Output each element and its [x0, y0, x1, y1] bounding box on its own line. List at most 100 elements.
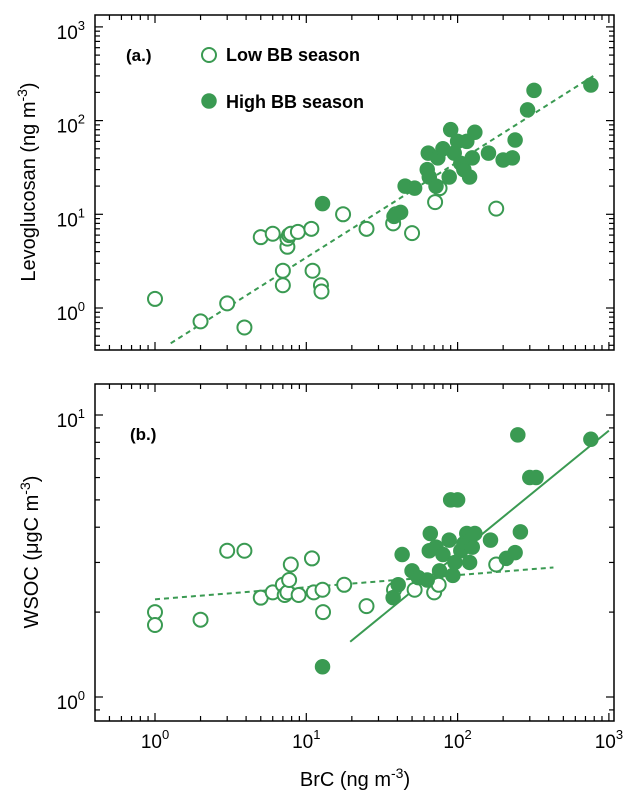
point-low-bb — [358, 598, 375, 615]
y-tick-label: 102 — [57, 112, 85, 138]
panel-a-points — [147, 77, 599, 336]
panel-a-label: (a.) — [126, 46, 152, 65]
panel-b-label: (b.) — [130, 425, 156, 444]
point-high-bb — [428, 178, 444, 194]
point-low-bb — [313, 283, 330, 300]
x-axis-tick-labels: 100 101 102 103 — [141, 727, 623, 753]
point-low-bb — [274, 277, 291, 294]
point-high-bb — [314, 195, 331, 212]
panel-b-frame — [94, 383, 615, 722]
point-high-bb — [519, 102, 536, 118]
y-tick-label: 101 — [57, 205, 85, 231]
fit-line-dashed — [154, 566, 554, 601]
x-axis-label: BrC (ng m-3) — [300, 765, 410, 791]
legend-marker-high-bb — [201, 93, 217, 109]
point-high-bb — [394, 546, 410, 563]
legend-marker-low-bb — [201, 47, 217, 63]
x-tick-label: 100 — [141, 727, 169, 753]
point-high-bb — [442, 121, 459, 138]
point-high-bb — [510, 427, 526, 443]
point-high-bb — [583, 77, 599, 93]
point-low-bb — [488, 200, 505, 217]
point-high-bb — [482, 532, 499, 548]
point-low-bb — [236, 319, 253, 336]
panel-a-ticks: 100 101 102 103 — [57, 15, 614, 350]
point-high-bb — [419, 572, 435, 588]
x-tick-label: 102 — [443, 727, 471, 753]
point-low-bb — [290, 586, 307, 603]
point-low-bb — [192, 313, 209, 330]
panel-b: 100 101 (b.) WSOC (μgC m-3) — [17, 383, 615, 722]
point-high-bb — [314, 659, 331, 675]
point-high-bb — [583, 431, 599, 448]
y-tick-label: 103 — [57, 18, 85, 44]
point-low-bb — [192, 611, 209, 628]
point-low-bb — [303, 550, 320, 567]
point-low-bb — [314, 581, 331, 598]
point-low-bb — [335, 206, 352, 223]
panel-b-points — [147, 427, 599, 675]
point-low-bb — [274, 262, 291, 279]
point-high-bb — [467, 525, 483, 542]
point-high-bb — [445, 567, 461, 584]
panel-b-ticks: 100 101 — [57, 384, 614, 721]
point-high-bb — [390, 577, 406, 593]
point-high-bb — [422, 525, 439, 542]
legend-label-low-bb: Low BB season — [226, 45, 360, 65]
point-low-bb — [281, 571, 298, 588]
point-high-bb — [528, 469, 544, 486]
point-high-bb — [526, 82, 542, 99]
point-high-bb — [464, 150, 481, 166]
y-tick-label: 100 — [57, 299, 85, 325]
y-tick-label: 101 — [57, 406, 85, 432]
point-high-bb — [406, 180, 423, 196]
point-high-bb — [461, 554, 478, 571]
point-high-bb — [392, 204, 409, 221]
point-high-bb — [385, 589, 401, 606]
point-high-bb — [504, 150, 521, 166]
fit-line-dashed — [170, 75, 594, 345]
point-low-bb — [264, 225, 281, 242]
point-high-bb — [441, 532, 457, 548]
point-high-bb — [480, 145, 497, 161]
panel-b-y-axis-title: WSOC (μgC m-3) — [17, 476, 43, 629]
legend: Low BB season High BB season — [201, 45, 364, 112]
point-high-bb — [461, 169, 478, 185]
point-low-bb — [336, 576, 353, 593]
x-tick-label: 103 — [595, 727, 623, 753]
y-tick-label: 100 — [57, 688, 85, 714]
point-low-bb — [404, 225, 421, 242]
point-high-bb — [441, 169, 457, 185]
point-high-bb — [507, 132, 523, 148]
point-high-bb — [464, 539, 481, 555]
point-low-bb — [282, 556, 299, 573]
panel-b-fit-lines — [154, 429, 610, 643]
panel-b-y-axis-label: WSOC (μgC m-3) — [17, 476, 43, 629]
point-low-bb — [289, 223, 306, 240]
point-low-bb — [303, 220, 320, 237]
point-high-bb — [507, 544, 523, 561]
point-low-bb — [147, 617, 163, 634]
point-low-bb — [236, 542, 253, 559]
point-high-bb — [431, 563, 448, 579]
point-low-bb — [147, 604, 163, 621]
panel-a-fit-lines — [170, 75, 594, 345]
point-high-bb — [467, 124, 483, 141]
point-low-bb — [304, 262, 321, 279]
point-low-bb — [358, 220, 375, 237]
point-low-bb — [147, 290, 163, 307]
panel-a: 100 101 102 103 (a.) Low BB season High BB … — [14, 14, 615, 351]
point-low-bb — [219, 295, 236, 312]
legend-label-high-bb: High BB season — [226, 92, 364, 112]
point-low-bb — [219, 542, 236, 559]
point-high-bb — [512, 524, 529, 540]
panel-a-y-axis-title: Levoglucosan (ng m-3) — [14, 82, 40, 281]
point-low-bb — [315, 604, 332, 621]
panel-a-frame — [94, 14, 615, 351]
point-low-bb — [427, 194, 444, 211]
point-high-bb — [435, 546, 451, 563]
x-tick-label: 101 — [292, 727, 320, 753]
point-high-bb — [449, 492, 466, 508]
panel-a-y-axis-label: Levoglucosan (ng m-3) — [14, 82, 40, 281]
